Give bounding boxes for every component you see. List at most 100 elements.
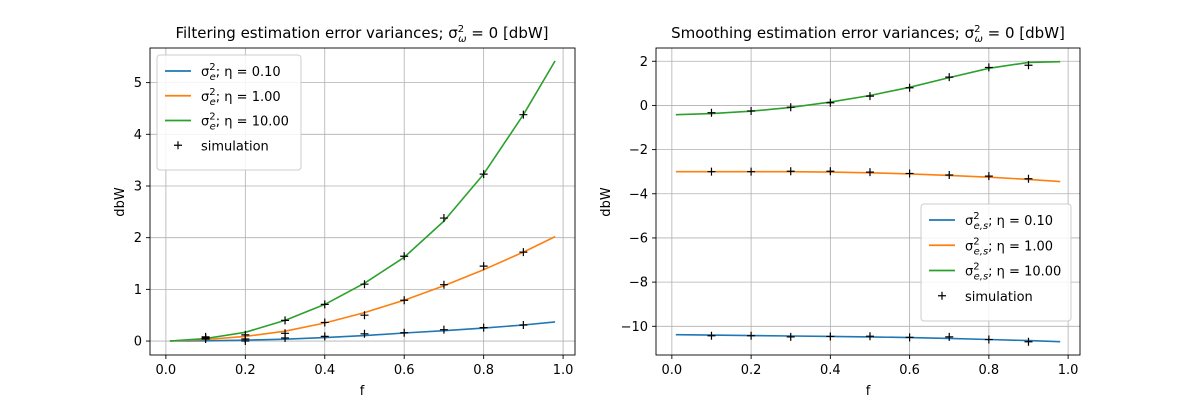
- simulation-point: [945, 170, 954, 179]
- simulation-point: [281, 329, 290, 338]
- simulation-point: [360, 280, 369, 289]
- simulation-point: [945, 73, 954, 82]
- simulation-point: [747, 167, 756, 176]
- legend-box: [156, 54, 302, 171]
- simulation-point: [360, 329, 369, 338]
- legend: σ2 e; η = 0.10 σ2 e; η = 1.00 σ2 e; η = 10.00…: [156, 54, 302, 171]
- y-tick-label: 2: [134, 231, 142, 246]
- chart-title: Filtering estimation error variances; σ2…: [175, 24, 548, 45]
- simulation-point: [201, 332, 210, 341]
- simulation-point: [826, 332, 835, 341]
- filtering-chart: Filtering estimation error variances; σ2…: [113, 24, 576, 399]
- simulation-point: [479, 262, 488, 271]
- simulation-point: [984, 172, 993, 181]
- legend-box: [920, 203, 1072, 322]
- y-tick-label: −2: [629, 143, 648, 158]
- y-tick-label: 1: [134, 283, 142, 298]
- simulation-point: [826, 98, 835, 107]
- y-tick-label: −6: [629, 231, 648, 246]
- x-tick-label: 0.8: [979, 363, 1000, 378]
- simulation-point: [281, 316, 290, 325]
- simulation-point: [905, 83, 914, 92]
- x-axis-label: f: [360, 384, 365, 399]
- simulation-point: [439, 214, 448, 223]
- simulation-point: [826, 167, 835, 176]
- simulation-point: [984, 63, 993, 72]
- y-axis-label: dbW: [599, 187, 614, 217]
- y-tick-label: 4: [134, 128, 142, 143]
- simulation-point: [1024, 174, 1033, 183]
- y-tick-label: −8: [629, 276, 648, 291]
- smoothing-chart: Smoothing estimation error variances; σ2…: [599, 24, 1081, 399]
- axes-frame: [149, 47, 576, 356]
- simulation-point: [241, 330, 250, 339]
- simulation-point: [519, 248, 528, 257]
- legend-label-2: σ2 e,s; η = 10.00: [965, 262, 1061, 283]
- simulation-point: [439, 280, 448, 289]
- legend-label-simulation: simulation: [201, 139, 269, 154]
- simulation-point: [360, 311, 369, 320]
- y-tick-label: 5: [134, 76, 142, 91]
- x-tick-label: 0.4: [820, 363, 841, 378]
- simulation-point: [905, 169, 914, 178]
- simulation-point: [945, 332, 954, 341]
- simulation-point: [747, 106, 756, 115]
- x-tick-label: 0.6: [899, 363, 920, 378]
- simulation-point: [707, 108, 716, 117]
- simulation-point: [786, 167, 795, 176]
- y-tick-label: 0: [134, 335, 142, 350]
- y-axis-label: dbW: [113, 187, 128, 217]
- simulation-point: [320, 332, 329, 341]
- legend: σ2 e,s; η = 0.10 σ2 e,s; η = 1.00 σ2 e,s; η =…: [920, 203, 1072, 322]
- y-tick-label: −4: [629, 187, 648, 202]
- simulation-point: [400, 328, 409, 337]
- x-tick-label: 0.4: [314, 363, 335, 378]
- simulation-point: [786, 103, 795, 112]
- x-tick-label: 0.2: [741, 363, 762, 378]
- legend-simulation-marker: [174, 141, 182, 150]
- legend-label-simulation: simulation: [965, 290, 1033, 305]
- simulation-point: [519, 110, 528, 119]
- legend-label-1: σ2 e; η = 1.00: [201, 87, 281, 108]
- simulation-point: [707, 331, 716, 340]
- simulation-point: [865, 92, 874, 101]
- x-axis-label: f: [866, 384, 871, 399]
- simulation-point: [519, 321, 528, 330]
- simulation-point: [320, 300, 329, 309]
- simulation-point: [786, 332, 795, 341]
- simulation-point: [400, 296, 409, 305]
- simulation-point: [905, 333, 914, 342]
- x-tick-label: 0.0: [662, 363, 683, 378]
- simulation-point: [479, 323, 488, 332]
- simulation-point: [865, 332, 874, 341]
- simulation-point: [865, 168, 874, 177]
- plot-area: 0.0 0.2 0.4 0.6 0.8 1.0 0 1 2 3 4 5: [134, 47, 576, 378]
- simulation-point: [479, 170, 488, 179]
- plot-area: 0.0 0.2 0.4 0.6 0.8 1.0 −10 −8 −6 −4 −2 0 2: [621, 47, 1081, 378]
- axes-frame: [655, 47, 1081, 356]
- x-tick-label: 1.0: [553, 363, 574, 378]
- x-tick-label: 0.8: [473, 363, 494, 378]
- y-tick-label: 0: [640, 99, 648, 114]
- legend-label-1: σ2 e,s; η = 1.00: [965, 236, 1053, 257]
- simulation-point: [439, 325, 448, 334]
- simulation-point: [984, 335, 993, 344]
- simulation-point: [1024, 61, 1033, 70]
- legend-label-0: σ2 e; η = 0.10: [201, 62, 281, 83]
- chart-title: Smoothing estimation error variances; σ2…: [671, 24, 1065, 45]
- legend-label-0: σ2 e,s; η = 0.10: [965, 211, 1053, 232]
- legend-label-2: σ2 e; η = 10.00: [201, 112, 289, 133]
- y-tick-label: 3: [134, 179, 142, 194]
- x-tick-label: 0.2: [235, 363, 256, 378]
- x-tick-label: 0.0: [156, 363, 177, 378]
- simulation-point: [320, 318, 329, 327]
- y-tick-label: 2: [640, 55, 648, 70]
- legend-simulation-marker: [938, 291, 946, 300]
- simulation-point: [747, 331, 756, 340]
- simulation-point: [707, 167, 716, 176]
- y-tick-label: −10: [621, 320, 648, 335]
- simulation-point: [400, 252, 409, 261]
- simulation-point: [1024, 337, 1033, 346]
- x-tick-label: 0.6: [394, 363, 415, 378]
